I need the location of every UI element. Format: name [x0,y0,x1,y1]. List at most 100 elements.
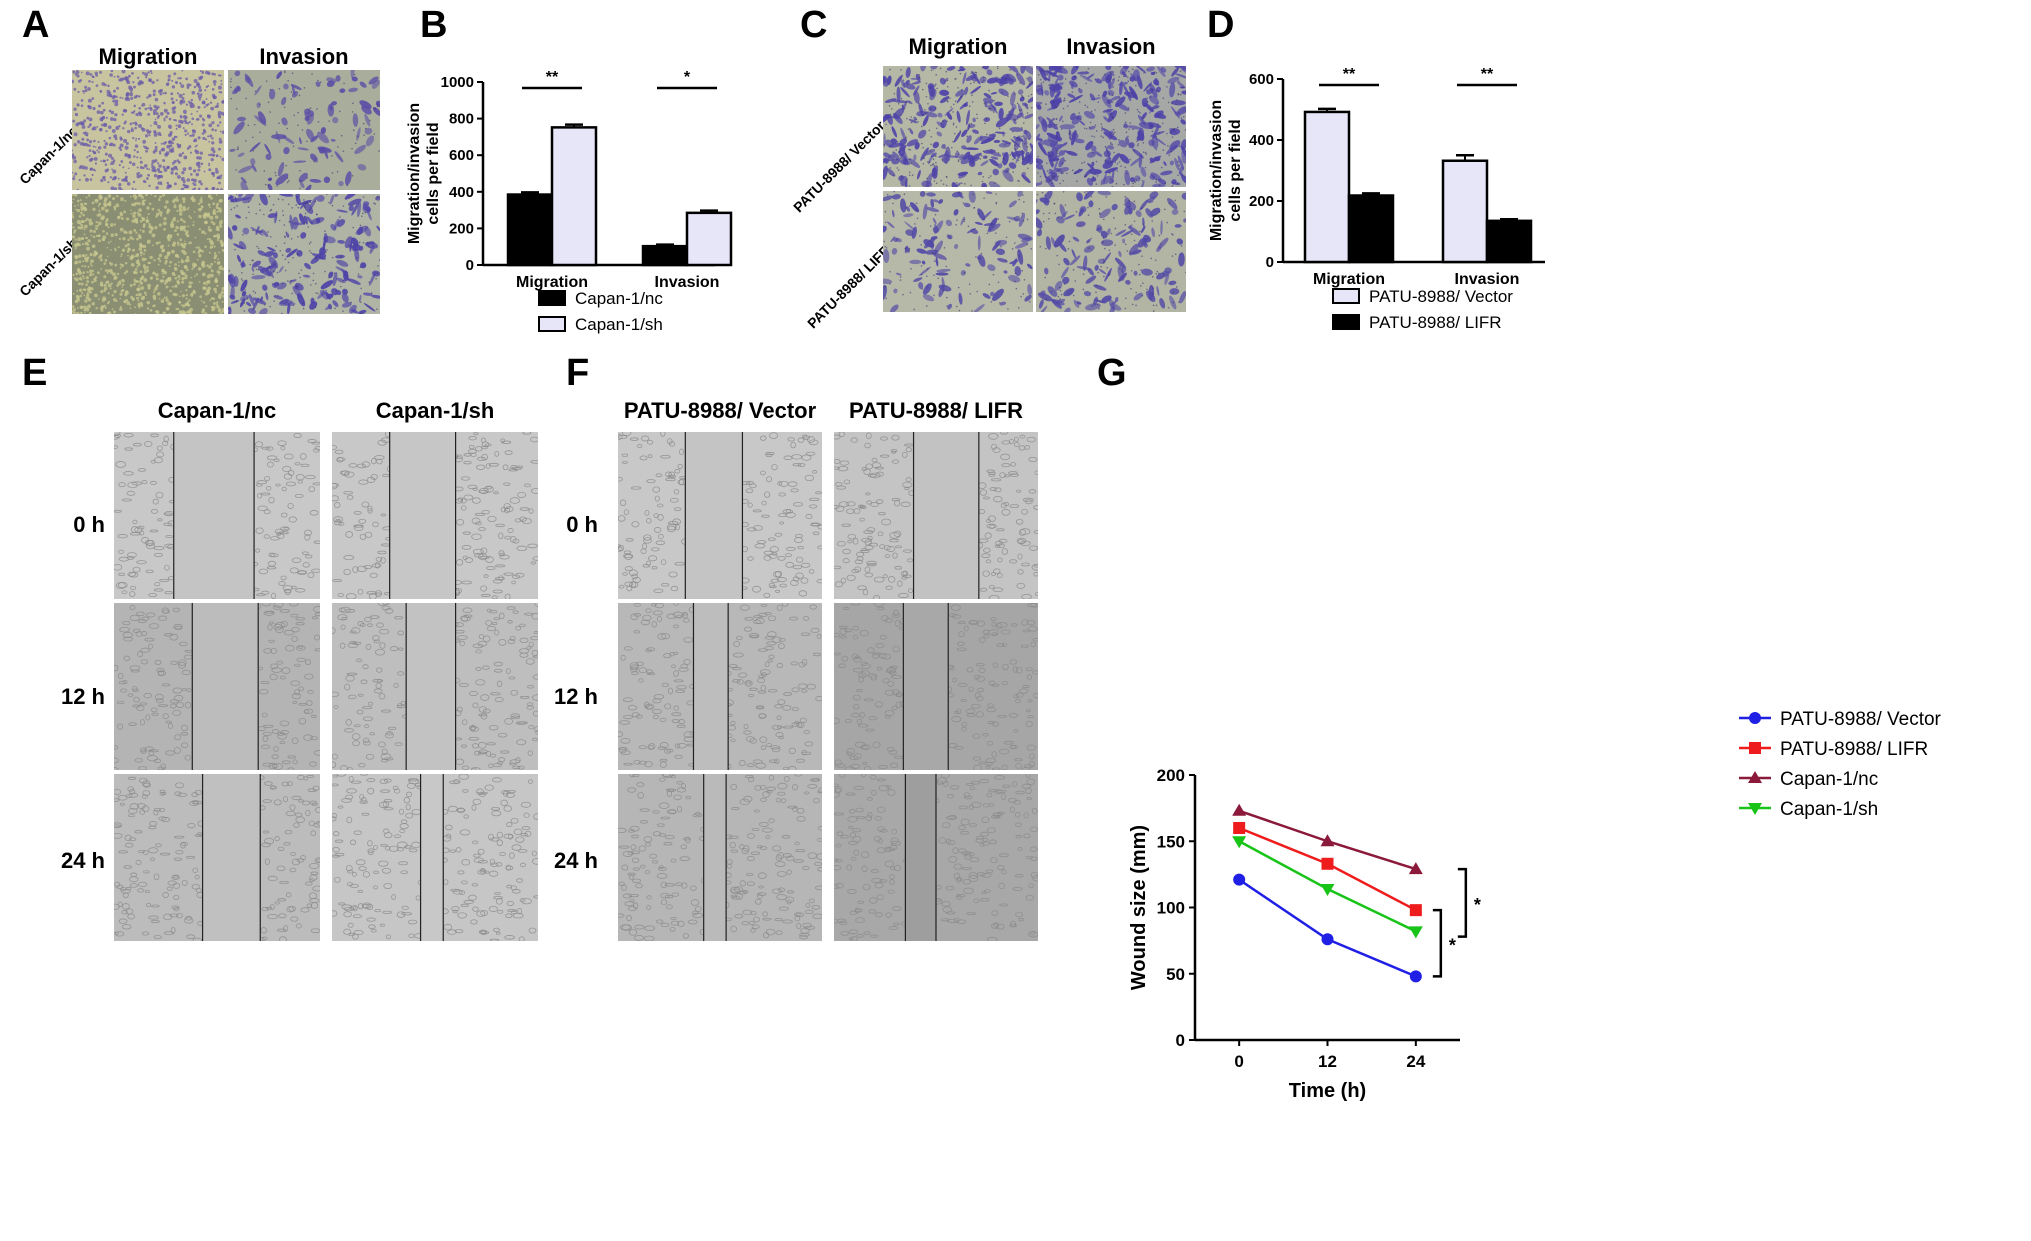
data-point [1409,970,1422,983]
legend-marker [1748,771,1762,783]
y-tick-label: 200 [1249,193,1274,210]
panel-c-header-migration: Migration [908,34,1008,59]
micrograph-a-migration-nc [72,70,224,190]
panel-label-b: B [420,4,448,46]
panel-label-c: C [800,4,828,46]
micrograph-c-invasion-lifr [1036,191,1186,312]
bar [685,211,733,267]
data-point [1408,926,1423,939]
x-tick-label: 12 [1318,1052,1337,1071]
significance-marker: ** [546,69,559,86]
data-point [1321,857,1334,870]
data-point [1409,904,1422,917]
panel-label-g: G [1097,352,1127,394]
data-point [1320,834,1335,847]
panel-f-header-lifr: PATU-8988/ LIFR [849,398,1023,423]
data-point [1232,803,1247,816]
wound-image-e-sh-24h [332,774,538,941]
wound-image-f-vector-24h [618,774,822,941]
micrograph-a-migration-sh [72,194,224,314]
legend-label: Capan-1/sh [1780,799,1878,820]
wound-image-e-nc-24h [114,774,320,941]
wound-image-f-lifr-0h [834,432,1038,599]
bar [1485,219,1533,264]
wound-image-e-sh-12h [332,603,538,770]
data-point [1233,822,1246,834]
y-tick-label: 600 [449,147,474,164]
x-tick-label: Invasion [655,274,720,291]
micrograph-c-migration-vector [883,66,1033,187]
y-tick-label: 150 [1157,832,1185,851]
panel-label-d: D [1207,4,1235,46]
significance-bracket [1457,867,1468,938]
data-point [1408,862,1423,875]
significance-marker: ** [1481,66,1494,83]
chart-d: 0 200 400 600 Migration/invasion cells per fi… [1208,66,1545,332]
panel-a-header-invasion: Invasion [259,44,349,69]
legend-label: PATU-8988/ LIFR [1369,313,1502,332]
panel-f-row-24h: 24 h [553,848,598,873]
x-tick-label: Migration [1313,271,1385,288]
x-tick-label: Migration [516,274,588,291]
significance-bracket [1432,908,1443,978]
wound-image-f-vector-0h [618,432,822,599]
y-tick-label: 400 [1249,132,1274,149]
wound-image-f-lifr-12h [834,603,1038,770]
legend-marker [1749,712,1761,724]
y-tick-label: 600 [1249,71,1274,88]
panel-e-header-nc: Capan-1/nc [157,398,277,423]
x-axis-label: Time (h) [1289,1080,1366,1102]
panel-e-row-12h: 12 h [60,684,105,709]
panel-a-row-label-nc: Capan-1/nc [16,122,81,188]
y-tick-label: 800 [449,111,474,128]
legend-label: Capan-1/nc [1780,769,1878,790]
legend-swatch [1332,314,1360,330]
y-tick-label: 0 [1266,254,1274,271]
significance-marker: ** [1343,66,1356,83]
panel-a-header-migration: Migration [98,44,198,69]
significance-marker: * [1449,935,1456,955]
legend-swatch [538,290,566,306]
wound-image-e-nc-0h [114,432,320,599]
bar [641,244,689,267]
wound-image-e-nc-12h [114,603,320,770]
legend-label: PATU-8988/ Vector [1780,709,1942,730]
data-point [1232,836,1247,849]
chart-g: 0 50 100 150 200 0 12 24 Time (h) Wound size (mm)… [1128,766,1481,1102]
bar [506,193,554,267]
panel-f-row-0h: 0 h [566,512,598,537]
micrograph-c-invasion-vector [1036,66,1186,187]
legend-label: PATU-8988/ Vector [1369,287,1513,306]
x-tick-label: Invasion [1455,271,1520,288]
panel-c-header-invasion: Invasion [1066,34,1156,59]
panel-label-e: E [22,352,48,394]
y-tick-label: 1000 [441,74,474,91]
panel-e-header-sh: Capan-1/sh [375,398,495,423]
bar [1441,159,1489,264]
legend-marker [1748,803,1762,815]
legend-label: PATU-8988/ LIFR [1780,739,1928,760]
wound-image-e-sh-0h [332,432,538,599]
data-point [1321,933,1334,946]
panel-f-header-vector: PATU-8988/ Vector [623,398,817,423]
wound-image-f-vector-12h [618,603,822,770]
data-point [1233,873,1246,886]
y-axis-label: Migration/invasion cells per field [406,103,442,244]
y-axis-label: Migration/invasion cells per field [1208,100,1244,241]
x-tick-label: 24 [1406,1052,1425,1071]
panel-c-row-label-vector: PATU-8988/ Vector [790,117,888,216]
legend-label: Capan-1/sh [575,315,663,334]
y-tick-label: 200 [449,220,474,237]
legend-label: Capan-1/nc [575,289,663,308]
wound-image-f-lifr-24h [834,774,1038,941]
significance-marker: * [684,69,691,86]
panel-e-row-24h: 24 h [60,848,105,873]
bar [550,126,598,267]
y-axis-label: Wound size (mm) [1128,825,1150,990]
micrograph-c-migration-lifr [883,191,1033,312]
panel-e-row-0h: 0 h [73,512,105,537]
x-tick-label: 0 [1234,1052,1243,1071]
panel-c-row-label-lifr: PATU-8988/ LIFR [804,241,894,332]
panel-label-a: A [22,4,50,46]
panel-f-row-12h: 12 h [553,684,598,709]
